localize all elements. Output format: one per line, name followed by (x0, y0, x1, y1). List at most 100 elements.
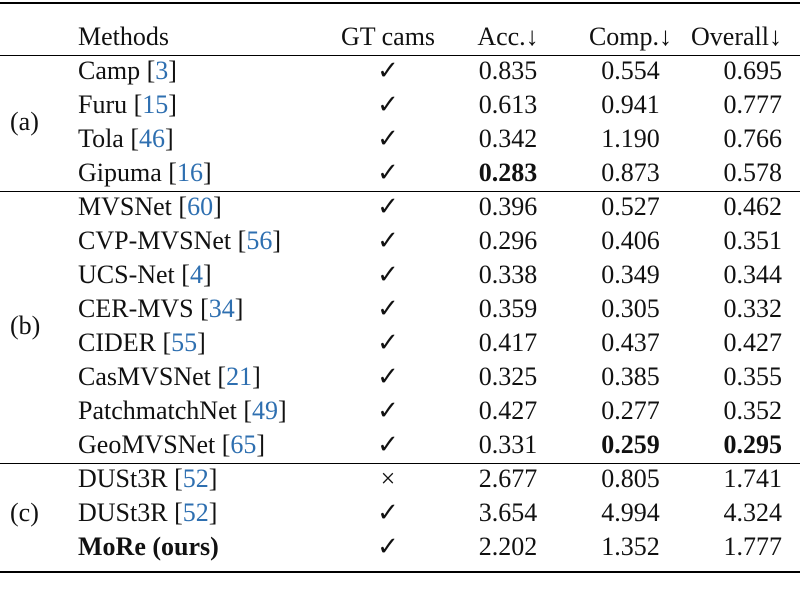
citation-link[interactable]: 46 (139, 124, 166, 153)
comp-value: 0.437 (601, 328, 660, 357)
method-cell: MoRe (ours) (78, 530, 333, 564)
citation-link[interactable]: 4 (189, 260, 203, 289)
acc-value: 0.417 (478, 328, 538, 357)
table-row: CVP-MVSNet [56] ✓ 0.296 0.406 0.351 (0, 224, 800, 258)
gt-cams-mark: ✓ (377, 294, 399, 323)
table-row: Furu [15] ✓ 0.613 0.941 0.777 (0, 88, 800, 122)
method-name: Gipuma (78, 158, 162, 187)
citation-link[interactable]: 52 (182, 464, 209, 493)
citation-link[interactable]: 60 (187, 192, 214, 221)
acc-value: 3.654 (478, 498, 538, 527)
comp-value: 0.805 (601, 464, 660, 493)
method-name: DUSt3R (78, 464, 168, 493)
method-name: CVP-MVSNet (78, 226, 232, 255)
method-cell: DUSt3R [52] (78, 462, 333, 496)
acc-value: 0.296 (478, 226, 538, 255)
top-rule (0, 2, 800, 4)
gt-cams-mark: ✓ (377, 192, 399, 221)
method-name: MoRe (ours) (78, 532, 219, 561)
method-name: UCS-Net (78, 260, 175, 289)
overall-value: 0.295 (723, 430, 783, 459)
group-b-rule (0, 463, 800, 464)
comp-value: 0.277 (601, 396, 660, 425)
overall-value: 1.741 (723, 464, 783, 493)
gt-cams-mark: ✓ (377, 226, 399, 255)
gt-cams-mark: ✓ (377, 328, 399, 357)
table-row: Tola [46] ✓ 0.342 1.190 0.766 (0, 122, 800, 156)
citation: [49] (236, 396, 287, 425)
citation-link[interactable]: 34 (208, 294, 235, 323)
header-rule (0, 55, 800, 56)
gt-cams-mark: ✓ (377, 90, 399, 119)
bottom-rule (0, 571, 800, 573)
method-cell: Tola [46] (78, 122, 333, 156)
acc-value: 0.359 (478, 294, 538, 323)
overall-value: 0.766 (723, 124, 783, 153)
citation-link[interactable]: 49 (252, 396, 279, 425)
table-row: PatchmatchNet [49] ✓ 0.427 0.277 0.352 (0, 394, 800, 428)
citation-link[interactable]: 56 (246, 226, 273, 255)
acc-value: 0.396 (478, 192, 538, 221)
header-overall: Overall↓ (691, 22, 782, 51)
method-cell: MVSNet [60] (78, 190, 333, 224)
method-name: CasMVSNet (78, 362, 211, 391)
citation: [65] (215, 430, 266, 459)
citation-link[interactable]: 21 (226, 362, 253, 391)
header-group (0, 20, 78, 54)
gt-cams-mark: ✓ (377, 498, 399, 527)
citation-link[interactable]: 3 (155, 56, 169, 85)
citation: [52] (167, 464, 218, 493)
header-acc: Acc.↓ (477, 22, 539, 51)
citation: [34] (193, 294, 244, 323)
gt-cams-mark: ✓ (377, 56, 399, 85)
citation: [16] (161, 158, 212, 187)
method-cell: CVP-MVSNet [56] (78, 224, 333, 258)
citation-link[interactable]: 55 (171, 328, 198, 357)
method-name: GeoMVSNet (78, 430, 216, 459)
comp-value: 0.259 (601, 430, 660, 459)
overall-value: 0.695 (723, 56, 783, 85)
overall-value: 0.351 (723, 226, 783, 255)
overall-value: 0.355 (723, 362, 783, 391)
overall-value: 0.777 (723, 90, 783, 119)
citation-link[interactable]: 16 (176, 158, 203, 187)
acc-value: 0.613 (478, 90, 538, 119)
citation: [4] (174, 260, 212, 289)
citation-link[interactable]: 15 (142, 90, 169, 119)
group-label: (c) (10, 498, 39, 527)
citation: [21] (210, 362, 261, 391)
method-name: Camp (78, 56, 141, 85)
method-name: Tola (78, 124, 124, 153)
group-a-rule (0, 191, 800, 192)
overall-value: 0.352 (723, 396, 783, 425)
header-comp: Comp.↓ (588, 22, 673, 51)
method-cell: UCS-Net [4] (78, 258, 333, 292)
method-name: CIDER (78, 328, 156, 357)
comp-value: 0.941 (601, 90, 660, 119)
method-cell: CER-MVS [34] (78, 292, 333, 326)
table-body: (a) Camp [3] ✓ 0.835 0.554 0.695 Furu [15] ✓ 0.6… (0, 54, 800, 564)
acc-value: 0.835 (478, 56, 538, 85)
method-cell: Camp [3] (78, 54, 333, 88)
group-label: (a) (10, 107, 39, 136)
table-row: CER-MVS [34] ✓ 0.359 0.305 0.332 (0, 292, 800, 326)
method-name: Furu (78, 90, 128, 119)
comp-value: 1.352 (601, 532, 660, 561)
gt-cams-mark: ✓ (377, 362, 399, 391)
comp-value: 0.873 (601, 158, 660, 187)
table-row: GeoMVSNet [65] ✓ 0.331 0.259 0.295 (0, 428, 800, 462)
comp-value: 0.527 (601, 192, 660, 221)
citation-link[interactable]: 52 (182, 498, 209, 527)
table-row: (c) DUSt3R [52] × 2.677 0.805 1.741 (0, 462, 800, 527)
gt-cams-mark: ✓ (377, 124, 399, 153)
acc-value: 0.427 (478, 396, 538, 425)
table-row: DUSt3R [52] ✓ 3.654 4.994 4.324 (0, 496, 800, 530)
overall-value: 0.344 (723, 260, 783, 289)
citation-link[interactable]: 65 (230, 430, 257, 459)
method-name: MVSNet (78, 192, 172, 221)
comp-value: 0.349 (601, 260, 660, 289)
comp-value: 0.554 (601, 56, 660, 85)
citation: [52] (167, 498, 218, 527)
comp-value: 0.385 (601, 362, 660, 391)
gt-cams-mark: ✓ (377, 158, 399, 187)
